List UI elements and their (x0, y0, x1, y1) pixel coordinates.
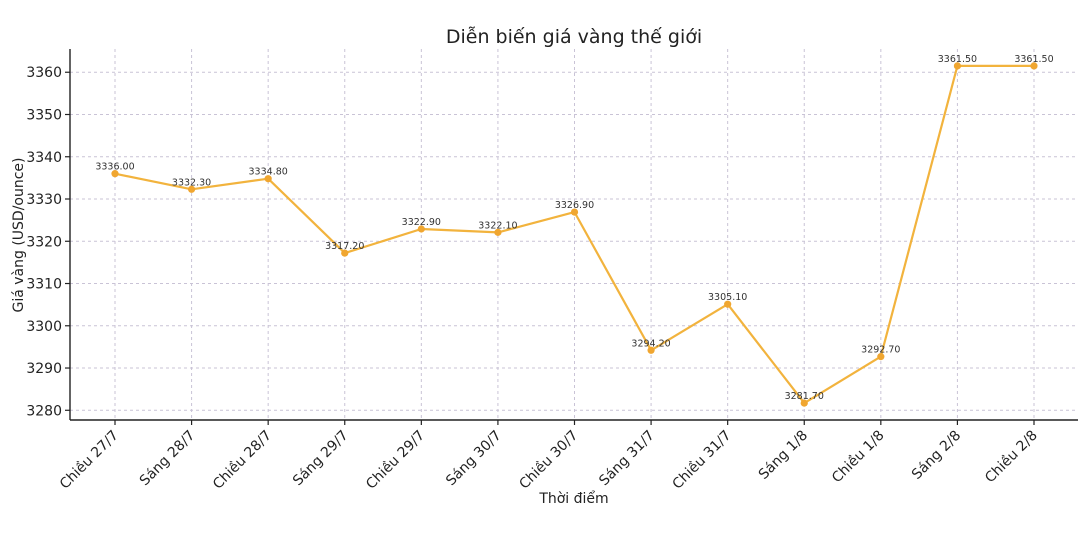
data-label: 3305.10 (708, 292, 747, 303)
data-point (570, 208, 579, 216)
data-point (111, 170, 119, 178)
data-label: 3281.70 (785, 391, 824, 402)
data-label: 3292.70 (861, 345, 900, 356)
data-label: 3317.20 (325, 241, 364, 252)
x-tick-label: Chiều 31/7 (669, 427, 735, 493)
data-point (341, 249, 349, 257)
x-tick-label: Sáng 28/7 (137, 428, 199, 490)
y-tick-label: 3320 (26, 234, 62, 250)
x-tick-label: Chiều 1/8 (828, 427, 887, 486)
data-point (187, 185, 196, 193)
data-point (953, 62, 962, 70)
data-label: 3294.20 (631, 338, 670, 349)
y-tick-label: 3350 (26, 107, 62, 123)
x-tick-label: Chiều 27/7 (56, 427, 122, 493)
data-point (877, 353, 885, 361)
data-label: 3336.00 (95, 162, 134, 173)
x-axis-label: Thời điểm (538, 490, 608, 507)
x-tick-label: Sáng 30/7 (443, 428, 505, 490)
data-label: 3361.50 (1014, 54, 1053, 65)
data-point (724, 300, 732, 308)
y-tick-label: 3330 (26, 192, 62, 208)
data-point (494, 228, 502, 236)
x-tick-label: Sáng 2/8 (909, 428, 964, 483)
chart-title: Diễn biến giá vàng thế giới (446, 25, 702, 48)
data-label: 3332.30 (172, 177, 211, 188)
y-tick-label: 3310 (26, 277, 62, 293)
y-axis-label: Giá vàng (USD/ounce) (11, 157, 27, 312)
data-point (417, 225, 425, 233)
y-tick-label: 3280 (26, 403, 62, 419)
data-label: 3322.10 (478, 220, 517, 231)
y-tick-label: 3300 (26, 319, 62, 335)
data-point (264, 175, 272, 183)
data-labels: 3336.00 3332.30 3334.80 3317.20 3322.90 3322.… (95, 54, 1053, 402)
data-label: 3322.90 (402, 217, 441, 228)
x-axis-ticks: Chiều 27/7 Sáng 28/7 Chiều 28/7 Sáng 29/7 Ch… (56, 420, 1041, 493)
x-tick-label: Sáng 1/8 (756, 428, 811, 483)
y-axis-ticks: 3280 3290 3300 3310 3320 3330 3340 3350 3360 (26, 65, 70, 419)
data-points (111, 62, 1038, 407)
y-tick-label: 3290 (26, 361, 62, 377)
x-tick-label: Sáng 31/7 (596, 428, 658, 490)
data-point (647, 346, 655, 354)
grid (70, 49, 1078, 420)
data-point (1030, 62, 1038, 70)
x-tick-label: Sáng 29/7 (290, 428, 352, 490)
y-tick-label: 3360 (26, 65, 62, 81)
data-label: 3326.90 (555, 200, 594, 211)
data-point (800, 399, 808, 407)
x-tick-label: Chiều 28/7 (209, 427, 275, 493)
y-tick-label: 3340 (26, 150, 62, 166)
x-tick-label: Chiều 30/7 (516, 427, 582, 493)
x-tick-label: Chiều 29/7 (362, 427, 428, 493)
x-tick-label: Chiều 2/8 (981, 427, 1040, 486)
data-label: 3334.80 (249, 167, 288, 178)
data-label: 3361.50 (938, 54, 977, 65)
